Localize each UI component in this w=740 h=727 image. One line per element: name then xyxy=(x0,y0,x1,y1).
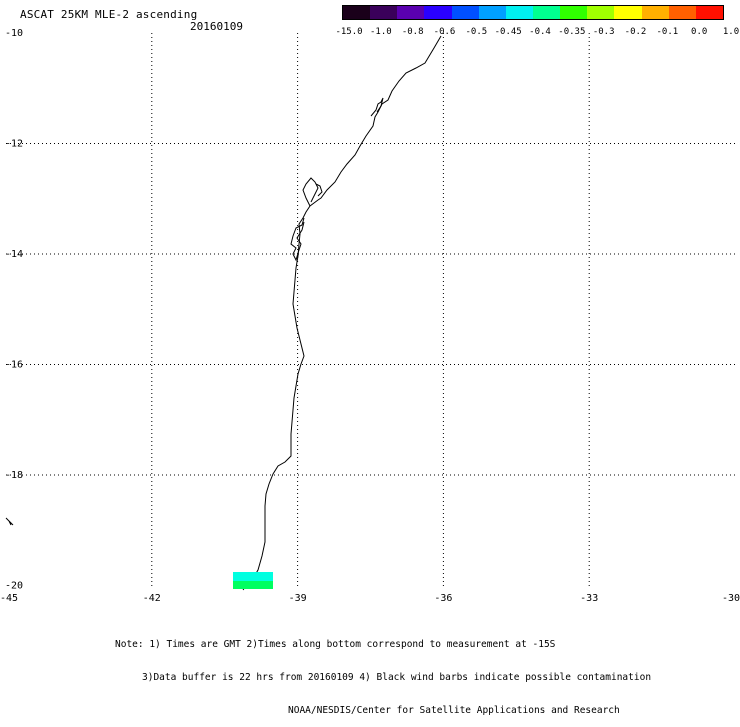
longitude-label: -36 xyxy=(434,593,452,604)
note-line-3: NOAA/NESDIS/Center for Satellite Applica… xyxy=(288,705,620,716)
island-marks xyxy=(5,517,14,526)
latitude-label: -14 xyxy=(5,249,23,260)
note-line-2: 3)Data buffer is 22 hrs from 20160109 4)… xyxy=(142,672,652,683)
colorbar-segment xyxy=(560,6,588,19)
colorbar-segment xyxy=(343,6,371,19)
colorbar-segment xyxy=(424,6,452,19)
colorbar-segment xyxy=(478,6,506,19)
colorbar-segment xyxy=(532,6,561,19)
coastline-detail xyxy=(290,97,384,262)
colorbar-label: -1.0 xyxy=(369,27,392,37)
colorbar-segment xyxy=(695,6,723,19)
colorbar-segment xyxy=(587,6,615,19)
colorbar-segment xyxy=(668,6,696,19)
colorbar-segment xyxy=(370,6,398,19)
longitude-label: -33 xyxy=(580,593,598,604)
coastline xyxy=(242,35,442,591)
longitude-label: -30 xyxy=(722,593,740,604)
longitude-label: -45 xyxy=(0,593,18,604)
colorbar-labels: -15.0 -1.0 -0.8 -0.6 -0.5 -0.45 -0.4 -0.35 -0.3-… xyxy=(330,27,739,39)
latitude-label: -12 xyxy=(5,139,23,150)
colorbar-label: -0.2 xyxy=(624,27,647,37)
graticule xyxy=(6,33,735,588)
colorbar-label: -0.45 xyxy=(494,27,522,37)
axis-tick-labels: -45 -42 -39 -36 -33 -30 -10 -12 -14 -16 -18 -20 xyxy=(0,28,740,604)
longitude-label: -39 xyxy=(289,593,307,604)
map-plot: -45 -42 -39 -36 -33 -30 -10 -12 -14 -16 -18 -20 xyxy=(0,28,740,604)
note-line-1: Note: 1) Times are GMT 2)Times along bot… xyxy=(115,639,556,650)
longitude-label: -42 xyxy=(143,593,161,604)
colorbar-segment xyxy=(614,6,642,19)
colorbar-label: -0.5 xyxy=(465,27,488,37)
swath-cell xyxy=(233,572,273,581)
latitude-label: -10 xyxy=(5,28,23,39)
latitude-label: -16 xyxy=(5,360,23,371)
latitude-label: -20 xyxy=(5,581,23,592)
colorbar-label: -0.6 xyxy=(433,27,456,37)
colorbar-label: -0.1 xyxy=(656,27,679,37)
footnotes: Note: 1) Times are GMT 2)Times along bot… xyxy=(115,617,651,727)
plot-date: 20160109 xyxy=(190,20,243,33)
colorbar-segment xyxy=(505,6,533,19)
colorbar-label: 1.0 xyxy=(722,27,740,37)
colorbar-label: -0.4 xyxy=(529,27,551,37)
swath-cell xyxy=(233,581,273,589)
colorbar-label: -0.3 xyxy=(592,27,615,37)
colorbar-label: -0.8 xyxy=(401,27,424,37)
colorbar-label: -0.35 xyxy=(558,27,586,37)
colorbar-label: -15.0 xyxy=(335,27,363,37)
plot-title: ASCAT 25KM MLE-2 ascending xyxy=(20,8,198,21)
colorbar-label: 0.0 xyxy=(691,27,708,37)
colorbar-segment xyxy=(397,6,425,19)
latitude-label: -18 xyxy=(5,470,23,481)
colorbar-segment xyxy=(641,6,669,19)
colorbar-segment xyxy=(451,6,479,19)
colorbar xyxy=(342,5,724,20)
